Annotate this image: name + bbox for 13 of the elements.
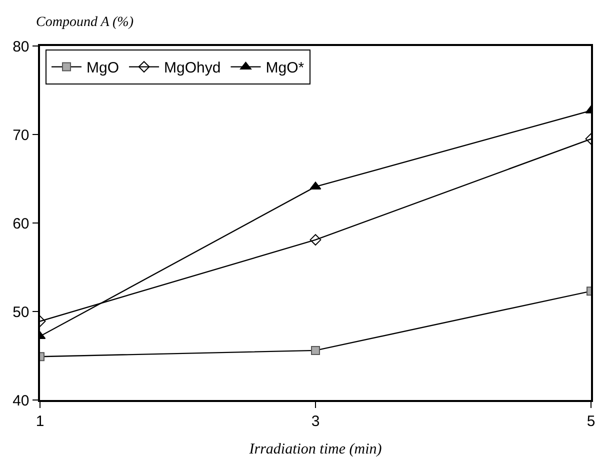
x-tick-label: 5: [586, 412, 596, 430]
y-tick-label: 80: [12, 38, 30, 56]
legend-label: MgO*: [266, 60, 304, 77]
legend-label: MgO: [86, 60, 120, 77]
y-tick-label: 50: [12, 304, 30, 321]
y-tick-label: 40: [12, 392, 30, 410]
x-tick-label: 3: [311, 412, 320, 430]
y-axis-title: Compound A (%): [36, 15, 134, 30]
y-tick-label: 70: [12, 126, 30, 144]
y-tick-label: 60: [12, 215, 30, 232]
x-axis-title: Irradiation time (min): [248, 441, 382, 458]
legend-label: MgOhyd: [164, 60, 221, 77]
x-tick-label: 1: [36, 412, 44, 430]
